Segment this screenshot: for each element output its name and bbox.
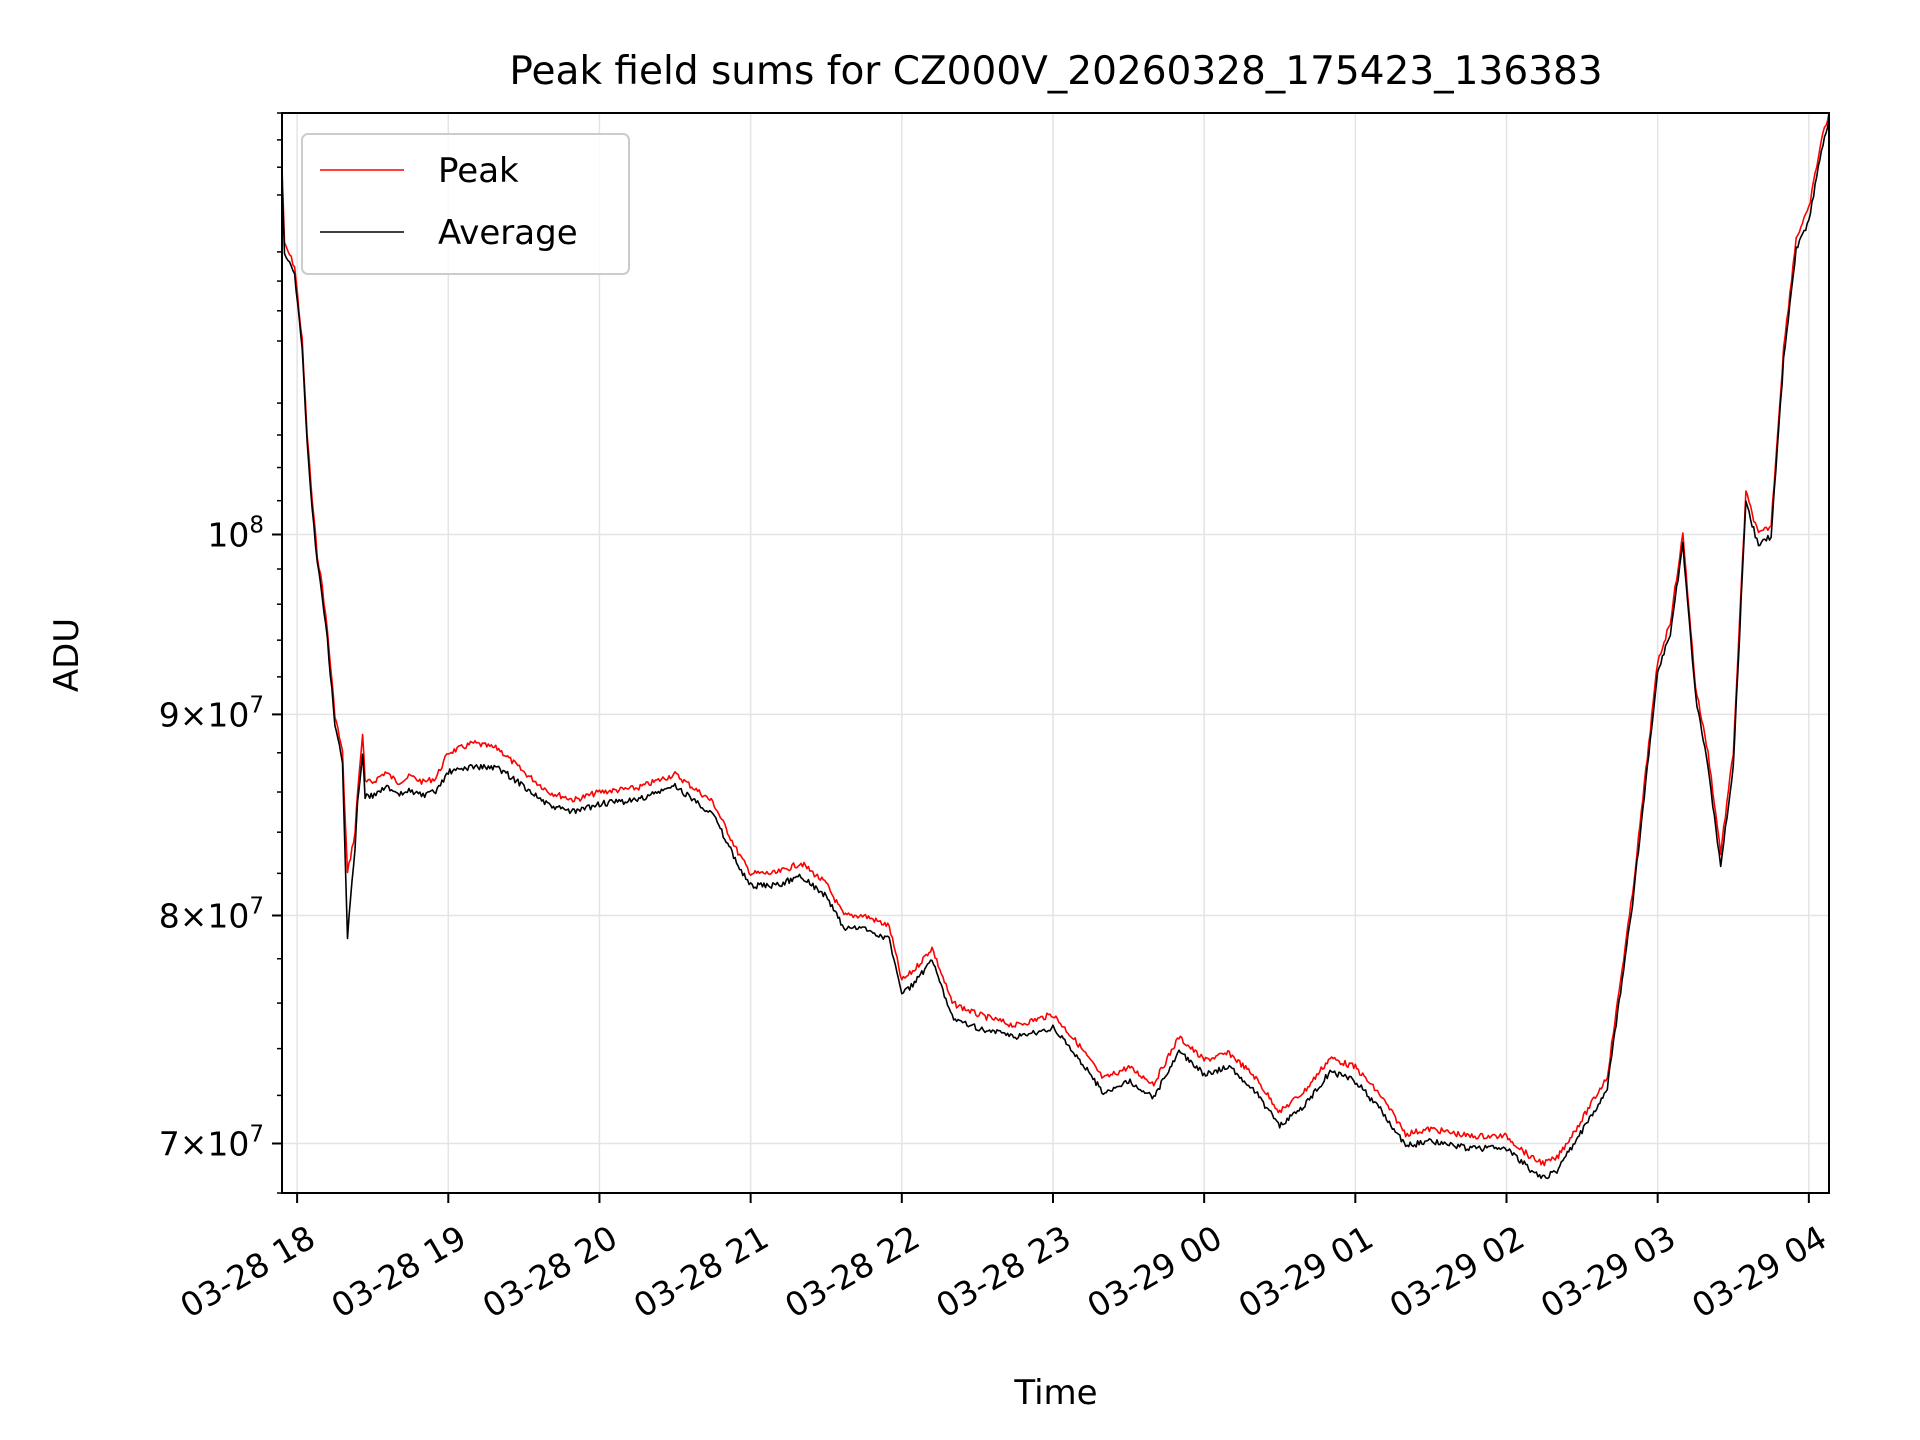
- y-axis-label: ADU: [47, 618, 87, 692]
- y-tick-label: 8×107: [159, 894, 264, 936]
- series-line-peak: [282, 113, 1829, 1167]
- grid: [282, 113, 1829, 1193]
- y-axis: 7×107 8×107 9×107 108: [159, 112, 282, 1194]
- y-tick-label: 7×107: [159, 1122, 264, 1164]
- x-axis-label: Time: [1013, 1373, 1097, 1413]
- legend-box: [301, 133, 630, 275]
- y-tick-label: 9×107: [159, 692, 264, 734]
- chart-title: Peak field sums for CZ000V_20260328_1754…: [509, 49, 1602, 94]
- legend-label-peak: Peak: [438, 151, 519, 191]
- legend: Peak Average: [301, 133, 630, 275]
- series-layer: [282, 113, 1829, 1180]
- legend-label-average: Average: [438, 213, 578, 253]
- y-tick-label: 108: [207, 513, 264, 555]
- series-line-average: [282, 119, 1829, 1180]
- plot-frame: [281, 112, 1830, 1194]
